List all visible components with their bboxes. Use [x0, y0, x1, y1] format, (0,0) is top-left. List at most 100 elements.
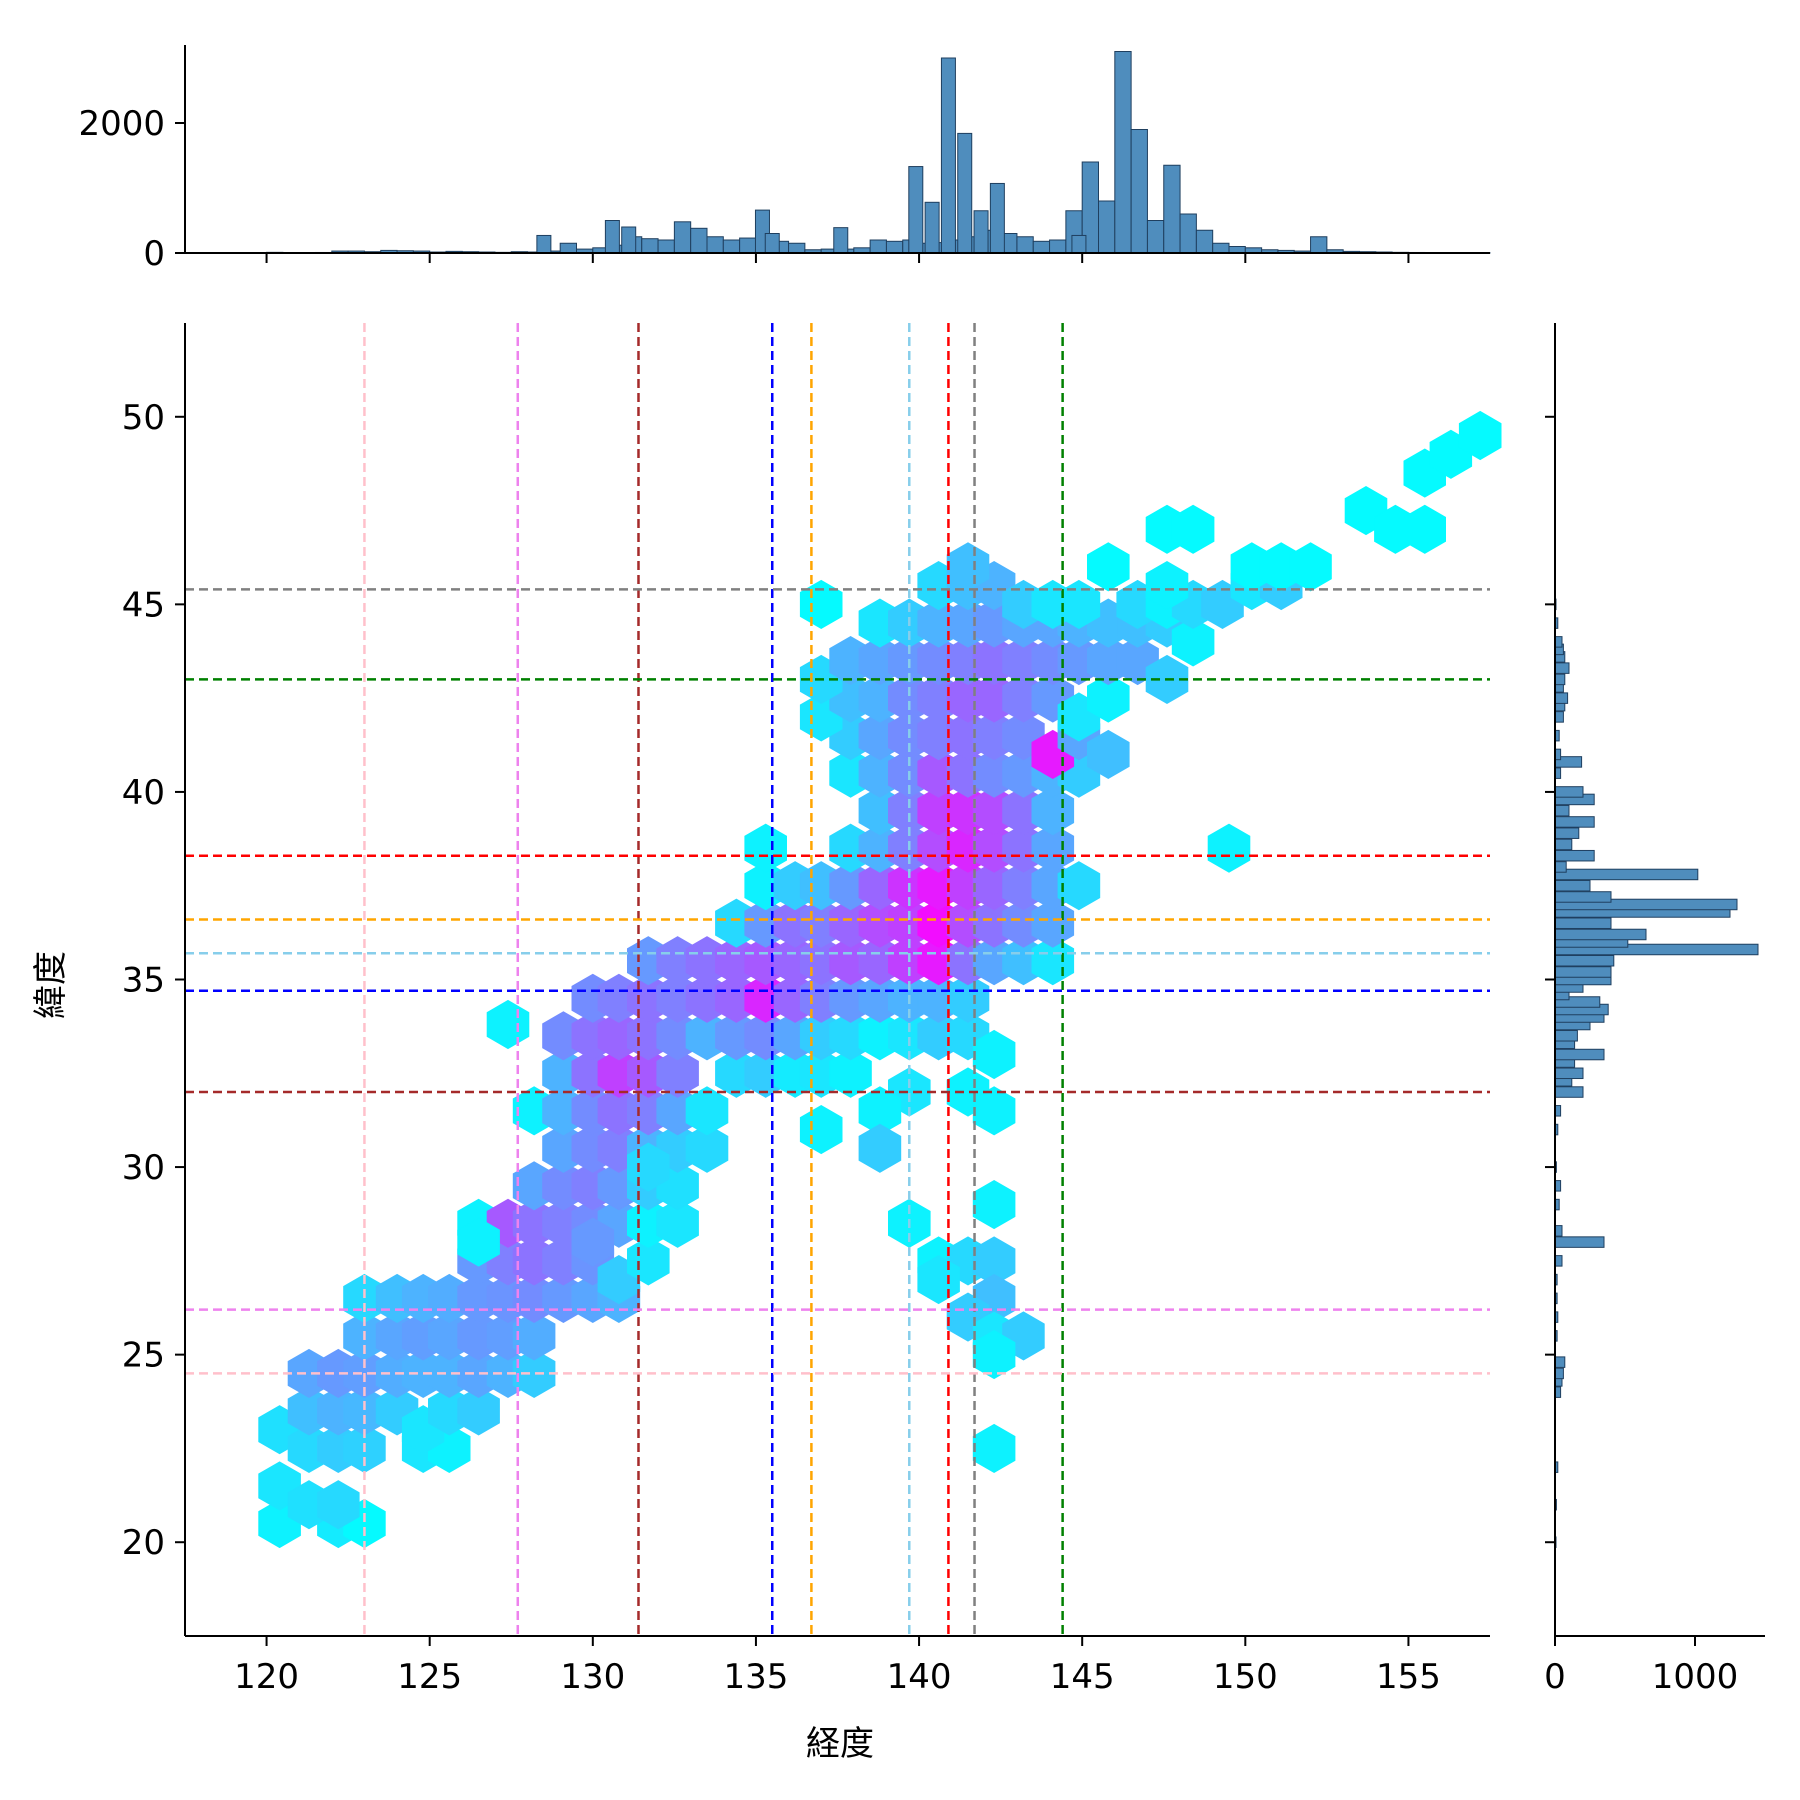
histogram-bar [1554, 1367, 1564, 1380]
histogram-bar [1310, 236, 1328, 254]
histogram-bar [1554, 673, 1566, 686]
hexbin-cell [972, 1180, 1016, 1230]
x-tick-label: 145 [1050, 1657, 1115, 1697]
histogram-bar [1146, 220, 1165, 254]
histogram-bar [1130, 129, 1148, 254]
histogram-bar [1163, 164, 1181, 254]
histogram-bar [1114, 51, 1132, 254]
hexbin-cell [1403, 504, 1446, 554]
histogram-bar [706, 236, 724, 254]
histogram-bar [940, 57, 956, 254]
marginal-x-bars [266, 51, 1491, 254]
histogram-bar [908, 166, 924, 254]
histogram-bar [1554, 849, 1595, 862]
histogram-bar [1554, 1067, 1584, 1080]
hexbin-cell [457, 1217, 500, 1267]
histogram-bar [1554, 838, 1573, 851]
histogram-bar [657, 239, 675, 254]
hexbin-cell [1057, 579, 1101, 629]
histogram-bar [641, 238, 659, 254]
histogram-bar [690, 227, 708, 254]
histogram-bar [559, 242, 577, 254]
hexbin-cell [1458, 410, 1502, 461]
histogram-bar [1554, 879, 1591, 892]
hexbin-cell [512, 1348, 556, 1398]
histogram-bar [1554, 816, 1595, 828]
hexbin-cell [1087, 542, 1130, 592]
histogram-bar [1212, 242, 1230, 254]
histogram-bar [1554, 917, 1612, 929]
histogram-bar [1554, 711, 1564, 723]
hexbin-cell [858, 1123, 902, 1173]
y-tick-label: 40 [122, 773, 165, 813]
histogram-bar [924, 201, 940, 254]
x-tick-label: 135 [723, 1657, 788, 1697]
histogram-bar [764, 233, 780, 254]
hexbin-cell [1087, 673, 1130, 723]
x-tick-label: 150 [1213, 1657, 1278, 1697]
marginal-y-histogram: 0 1000 [1544, 323, 1765, 1697]
histogram-bar [1554, 827, 1580, 839]
histogram-bar [869, 239, 887, 254]
y-tick-label: 20 [122, 1523, 165, 1563]
histogram-bar [1554, 861, 1567, 873]
reference-lines [185, 323, 1490, 1636]
hexbin-cell [571, 1217, 615, 1267]
hexbin-cell [1207, 823, 1251, 873]
hexbin-cell [799, 1105, 843, 1155]
x-tick-label: 130 [560, 1657, 625, 1697]
hexbin-cell [972, 1423, 1016, 1473]
histogram-bar [989, 182, 1005, 254]
histogram-bar [957, 132, 973, 254]
histogram-bar [1049, 239, 1067, 254]
hexbin-cell [685, 1123, 729, 1173]
y-tick-label: 25 [122, 1336, 165, 1376]
hexbin-cell [1145, 561, 1189, 611]
y-tick-label: 50 [122, 398, 165, 438]
marginal-y-axis: 0 1000 [1544, 323, 1765, 1697]
marginal-x-tick-label: 0 [143, 234, 165, 274]
histogram-bar [1554, 1030, 1578, 1042]
histogram-bar [1554, 804, 1570, 817]
histogram-bar [1098, 200, 1116, 254]
marginal-x-histogram: 0 2000 [78, 45, 1491, 274]
hexbin-cell [512, 1311, 556, 1361]
marginal-x-axis: 0 2000 [78, 45, 1490, 274]
histogram-bar [1071, 234, 1087, 254]
histogram-bar [722, 239, 741, 254]
histogram-bar [1554, 928, 1647, 941]
histogram-bar [604, 220, 620, 254]
hexbin-cell [1289, 542, 1332, 592]
histogram-bar [1554, 1255, 1563, 1267]
x-tick-label: 125 [397, 1657, 462, 1697]
histogram-bar [673, 221, 692, 254]
histogram-bar [1554, 662, 1570, 674]
histogram-bar [1554, 1225, 1563, 1237]
hexbin-cell [457, 1386, 500, 1436]
histogram-bar [1554, 786, 1584, 798]
histogram-bar [973, 210, 989, 254]
hexbin-cell [656, 1198, 699, 1248]
hexbin-cell [799, 579, 843, 629]
marginal-y-bars [1554, 598, 1759, 1548]
histogram-bar [1554, 1048, 1605, 1061]
histogram-bar [1554, 692, 1569, 704]
y-tick-label: 35 [122, 961, 165, 1001]
histogram-bar [1195, 229, 1214, 254]
histogram-bar [739, 237, 757, 254]
histogram-bar [1554, 1086, 1584, 1098]
histogram-bar [1554, 636, 1563, 648]
x-tick-label: 120 [234, 1657, 299, 1697]
x-tick-label: 140 [887, 1657, 952, 1697]
histogram-bar [885, 240, 904, 254]
hexbin-cell [1171, 617, 1215, 667]
histogram-bar [1032, 240, 1051, 254]
joint-hexbin-plot: 120 125 130 135 140 145 150 155 20 25 30 35 40 45 50 経… [31, 323, 1502, 1764]
histogram-bar [788, 242, 806, 254]
marginal-x-tick-label: 2000 [78, 104, 165, 144]
histogram-bar [1554, 1356, 1566, 1368]
x-axis-title: 経度 [806, 1724, 874, 1764]
marginal-y-tick-label: 0 [1544, 1657, 1566, 1697]
hexbin-cell [1031, 786, 1075, 836]
